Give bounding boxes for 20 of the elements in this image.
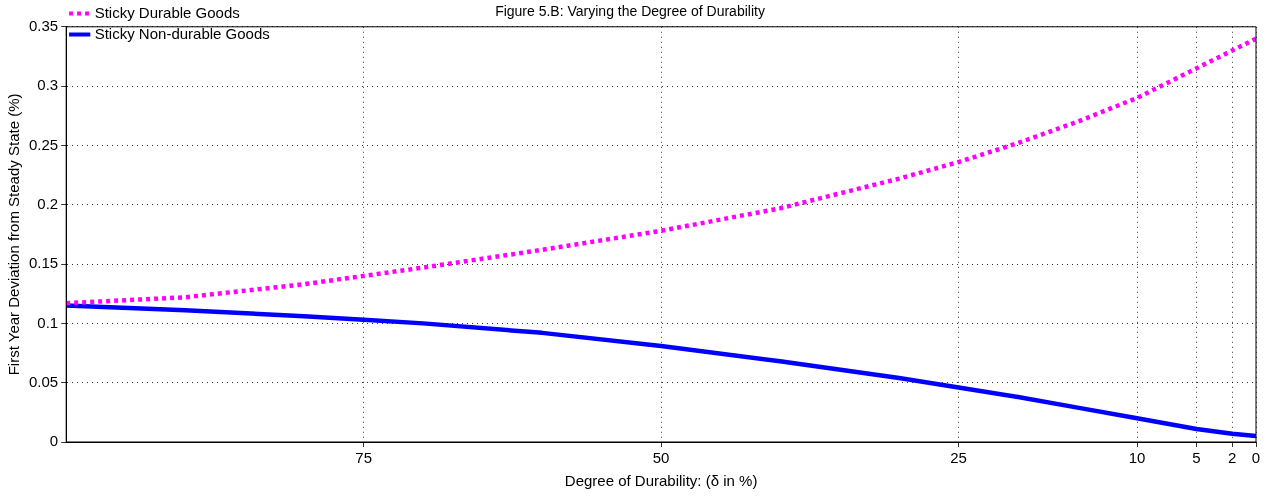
y-tick-label: 0.05 <box>28 372 59 390</box>
x-tick-label: 25 <box>950 449 967 467</box>
legend-label: Sticky Non-durable Goods <box>94 24 270 42</box>
chart-title: Figure 5.B: Varying the Degree of Durability <box>495 3 765 20</box>
x-tick-label: 5 <box>1192 449 1201 467</box>
y-tick-label: 0.2 <box>37 194 59 212</box>
y-tick-label: 0.15 <box>28 254 59 272</box>
x-tick-label: 0 <box>1251 449 1261 467</box>
x-tick-label: 2 <box>1228 449 1237 467</box>
y-tick-label: 0.3 <box>37 76 59 94</box>
legend-label: Sticky Durable Goods <box>94 3 240 21</box>
y-tick-label: 0.25 <box>28 135 59 153</box>
y-tick-label: 0.1 <box>37 313 59 331</box>
x-tick-label: 50 <box>652 449 670 467</box>
x-tick-label: 10 <box>1128 449 1146 467</box>
x-axis-title: Degree of Durability: (δ in %) <box>564 472 758 490</box>
y-tick-label: 0 <box>49 432 59 450</box>
x-tick-label: 75 <box>355 449 372 467</box>
y-tick-label: 0.35 <box>28 16 59 34</box>
y-axis-title: First Year Deviation from Steady State (%) <box>5 93 23 376</box>
